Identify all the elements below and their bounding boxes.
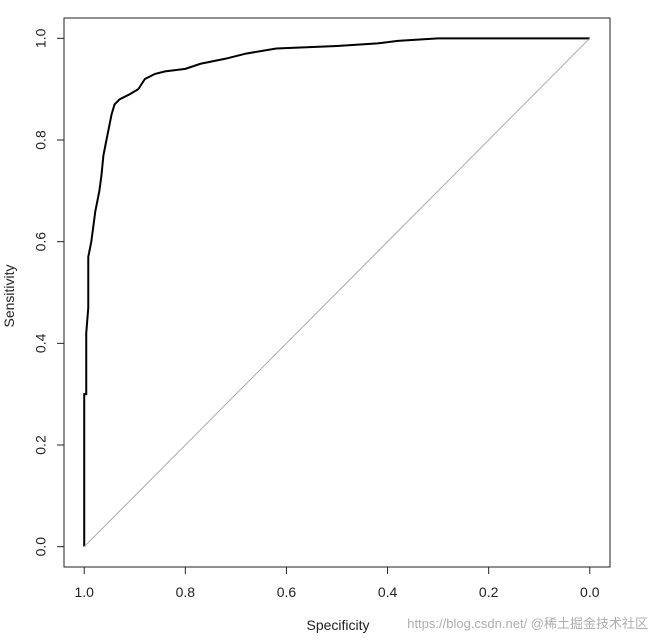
x-tick-label: 0.4 — [378, 584, 398, 600]
x-tick-label: 0.6 — [277, 584, 297, 600]
watermark: https://blog.csdn.net/ @稀土掘金技术社区 — [407, 616, 648, 631]
y-tick-label: 0.0 — [33, 537, 49, 557]
x-tick-label: 0.8 — [176, 584, 196, 600]
y-tick-label: 0.8 — [33, 130, 49, 150]
x-tick-label: 0.2 — [479, 584, 499, 600]
y-tick-label: 0.4 — [33, 333, 49, 353]
plot-box — [63, 17, 611, 568]
x-axis-label: Specificity — [306, 617, 369, 633]
y-tick-label: 0.2 — [33, 435, 49, 455]
roc-curve — [83, 37, 590, 547]
reference-line — [83, 37, 591, 548]
x-tick-label: 1.0 — [74, 584, 94, 600]
y-tick-label: 1.0 — [33, 28, 49, 48]
x-tick-label: 0.0 — [580, 584, 600, 600]
y-axis-label: Sensitivity — [1, 264, 17, 327]
y-tick-label: 0.6 — [33, 232, 49, 252]
